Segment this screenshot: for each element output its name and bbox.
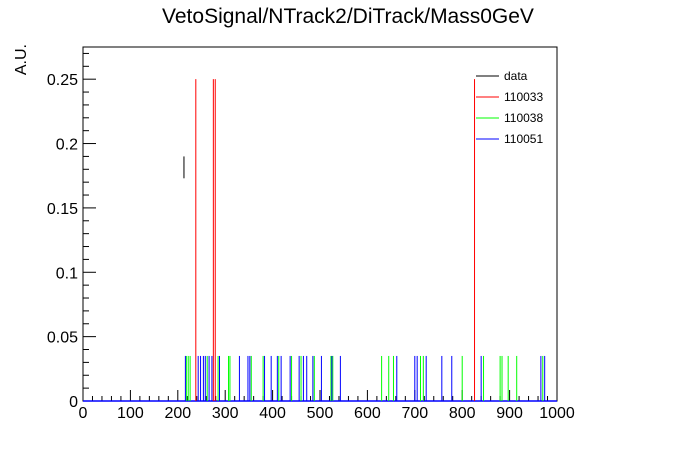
x-tick-label: 0 [79,405,88,422]
y-tick-label: 0.15 [47,201,78,218]
y-tick-label: 0.05 [47,330,78,347]
legend-label-110051: 110051 [504,132,543,146]
x-tick-label: 400 [259,405,286,422]
x-tick-label: 300 [212,405,239,422]
series-110051 [184,355,546,401]
y-tick-label: 0.25 [47,72,78,89]
x-tick-label: 800 [449,405,476,422]
plot-frame [82,46,558,402]
y-axis-label: A.U. [13,44,30,75]
legend: data 110033 110038 110051 [476,69,543,146]
y-tick-label: 0.2 [56,137,78,154]
series-110038 [185,355,544,401]
legend-label-110038: 110038 [504,111,543,125]
legend-label-110033: 110033 [504,90,543,104]
legend-label-data: data [504,69,528,83]
axes: 0 100 200 300 400 500 600 700 800 900 1000 0 0.05 0.1… [47,46,575,422]
x-tick-label: 200 [164,405,191,422]
series-110033 [195,79,476,401]
x-tick-label: 1000 [539,405,575,422]
y-tick-label: 0 [69,394,78,411]
x-tick-label: 600 [354,405,381,422]
y-tick-label: 0.1 [56,265,78,282]
series-layer [83,79,557,402]
x-tick-label: 500 [307,405,334,422]
x-tick-label: 900 [496,405,523,422]
x-tick-label: 700 [401,405,428,422]
x-tick-label: 100 [117,405,144,422]
chart-title: VetoSignal/NTrack2/DiTrack/Mass0GeV [162,5,534,28]
